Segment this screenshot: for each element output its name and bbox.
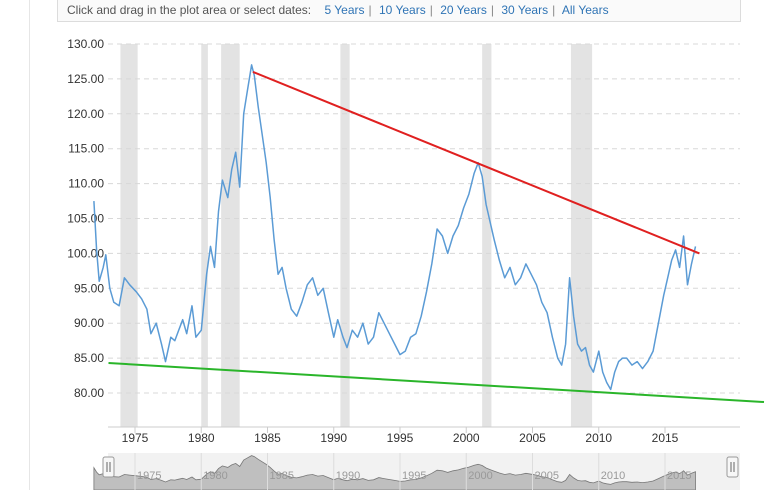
range-20-years[interactable]: 20 Years [440, 3, 487, 17]
y-tick-label: 100.00 [67, 246, 104, 260]
recession-band-2 [221, 44, 240, 427]
x-tick-label: 2010 [585, 431, 612, 445]
chart-left-border [29, 0, 30, 490]
navigator-left-handle[interactable] [102, 456, 115, 478]
y-tick-label: 115.00 [68, 142, 104, 156]
range-5-years[interactable]: 5 Years [324, 3, 365, 17]
x-tick-label: 1985 [254, 431, 281, 445]
navigator-area [93, 455, 696, 490]
navigator-labels: 1975 1980 1985 1990 1995 2000 2005 2010 2015 [134, 453, 691, 490]
y-tick-label: 130.00 [67, 37, 104, 51]
y-tick-label: 85.00 [74, 351, 104, 365]
x-tick-label: 1990 [320, 431, 347, 445]
y-tick-label: 90.00 [74, 316, 104, 330]
recession-band-4 [482, 44, 492, 427]
x-tick-label: 1995 [387, 431, 414, 445]
navigator[interactable]: 1975 1980 1985 1990 1995 2000 2005 2010 2015 [93, 453, 740, 490]
y-tick-label: 125.00 [67, 72, 104, 86]
x-axis-labels: 1975 1980 1985 1990 1995 2000 2005 2010 2015 [122, 427, 679, 445]
x-tick-label: 1980 [188, 431, 215, 445]
x-tick-label: 1975 [122, 431, 149, 445]
navigator-tick-label: 1985 [270, 470, 294, 482]
recession-band-1 [201, 44, 208, 427]
support-trendline [108, 361, 765, 404]
navigator-series [93, 455, 696, 490]
navigator-tick-label: 1975 [137, 470, 161, 482]
range-30-years[interactable]: 30 Years [501, 3, 549, 17]
y-tick-label: 120.00 [67, 107, 104, 121]
navigator-tick-label: 2005 [535, 470, 559, 482]
x-tick-label: 2015 [652, 431, 679, 445]
recession-band-0 [120, 44, 138, 427]
navigator-right-handle[interactable] [726, 456, 739, 478]
recession-band-5 [570, 44, 593, 427]
navigator-tick-label: 1990 [336, 470, 360, 482]
series-layer [93, 64, 697, 391]
date-range-prompt: Click and drag in the plot area or selec… [67, 3, 312, 17]
navigator-tick-label: 2010 [601, 470, 625, 482]
recession-band-3 [340, 44, 350, 427]
navigator-tick-label: 1995 [402, 470, 426, 482]
date-range-toolbar: Click and drag in the plot area or selec… [57, 0, 741, 22]
y-axis-labels: 130.00 125.00 120.00 115.00 110.00 105.00 100.… [67, 37, 104, 400]
y-tick-label: 105.00 [67, 212, 104, 226]
recession-bands [120, 44, 593, 427]
navigator-tick-label: 2000 [468, 470, 492, 482]
y-tick-label: 95.00 [74, 281, 104, 295]
navigator-tick-label: 1980 [203, 470, 227, 482]
x-tick-label: 2005 [519, 431, 546, 445]
x-tick-label: 2000 [453, 431, 480, 445]
resistance-trendline [252, 70, 700, 255]
navigator-tick-label: 2015 [667, 470, 691, 482]
range-10-years[interactable]: 10 Years [379, 3, 426, 17]
gridlines [108, 43, 740, 394]
trendlines [108, 70, 765, 404]
y-tick-label: 80.00 [74, 386, 104, 400]
range-all-years[interactable]: All Years [561, 3, 609, 17]
y-tick-label: 110.00 [68, 177, 104, 191]
series-line-0 [93, 64, 697, 391]
